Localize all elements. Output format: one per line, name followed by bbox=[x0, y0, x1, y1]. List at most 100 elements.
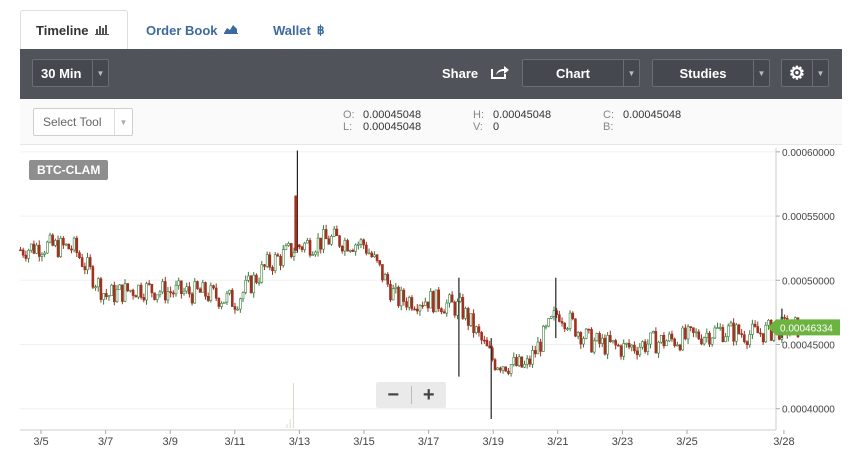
candle-body bbox=[571, 312, 575, 320]
candle-body bbox=[196, 281, 199, 290]
zoom-out-button[interactable]: − bbox=[387, 384, 400, 406]
candle-body bbox=[102, 293, 105, 300]
candle-body bbox=[306, 240, 309, 244]
candle-body bbox=[611, 340, 615, 343]
candle-body bbox=[748, 334, 752, 346]
candle-body bbox=[276, 254, 280, 257]
candle-body bbox=[705, 332, 709, 338]
tab-timeline-label: Timeline bbox=[36, 23, 89, 38]
candle-body bbox=[139, 284, 143, 298]
candle-body bbox=[46, 241, 49, 254]
tab-timeline[interactable]: Timeline bbox=[20, 10, 128, 50]
candle-body bbox=[590, 329, 593, 353]
chevron-down-icon: ▼ bbox=[753, 60, 769, 86]
candle-body bbox=[27, 249, 30, 259]
tab-wallet[interactable]: Wallet ฿ bbox=[273, 10, 324, 50]
ohlc-bar: Select Tool ▼ O: 0.00045048 L: 0.00045048 … bbox=[20, 99, 842, 145]
candle-body bbox=[174, 285, 178, 295]
zoom-in-button[interactable]: + bbox=[422, 384, 435, 406]
candle-body bbox=[386, 274, 390, 285]
x-tick-label: 3/9 bbox=[163, 436, 178, 448]
select-tool-label: Select Tool bbox=[43, 115, 102, 129]
candle-body bbox=[767, 319, 770, 326]
candle-body bbox=[761, 333, 765, 343]
candle-body bbox=[533, 350, 537, 355]
candle-body bbox=[576, 332, 580, 337]
share-button[interactable]: Share bbox=[424, 59, 516, 87]
candle-body bbox=[239, 298, 242, 310]
candle-body bbox=[641, 341, 644, 348]
candle-body bbox=[619, 345, 623, 357]
candle-body bbox=[142, 297, 146, 301]
candle-body bbox=[201, 282, 205, 293]
candle-body bbox=[88, 257, 92, 267]
candle-body bbox=[702, 337, 706, 345]
candle-body bbox=[399, 289, 403, 307]
candle-body bbox=[678, 344, 682, 351]
candle-body bbox=[745, 341, 749, 346]
chart-type-label: Chart bbox=[556, 65, 590, 81]
price-chart[interactable]: 0.00040000 0.00045000 0.00050000 0.00055000… bbox=[0, 145, 862, 470]
candle-body bbox=[541, 325, 545, 352]
open-value: 0.00045048 bbox=[363, 109, 422, 121]
candle-body bbox=[177, 280, 180, 286]
candle-body bbox=[21, 249, 25, 256]
candle-body bbox=[257, 281, 261, 284]
candle-body bbox=[75, 237, 79, 254]
candle-body bbox=[520, 356, 524, 368]
volume-bar bbox=[286, 424, 288, 428]
candle-body bbox=[697, 331, 701, 340]
candle-body bbox=[107, 295, 111, 298]
candle-body bbox=[402, 289, 406, 302]
candle-body bbox=[501, 366, 505, 371]
high-value: 0.00045048 bbox=[493, 109, 552, 121]
candle-body bbox=[303, 242, 306, 250]
chevron-down-icon: ▼ bbox=[114, 109, 132, 135]
candle-body bbox=[80, 257, 84, 267]
candle-body bbox=[574, 318, 577, 337]
candle-body bbox=[493, 359, 497, 370]
candle-body bbox=[209, 285, 213, 301]
candle-body bbox=[437, 289, 441, 309]
spike-candle bbox=[294, 195, 298, 251]
candle-body bbox=[356, 243, 360, 246]
candle-body bbox=[265, 254, 269, 267]
chart-toolbar: 30 Min ▼ Share Chart ▼ Studies ▼ ⚙ ▼ bbox=[20, 49, 842, 99]
candle-body bbox=[126, 283, 130, 291]
candle-body bbox=[635, 350, 639, 356]
candle-body bbox=[150, 283, 154, 294]
candle-body bbox=[260, 264, 264, 283]
candle-body bbox=[740, 333, 743, 336]
candle-body bbox=[603, 337, 607, 355]
price-chart-svg[interactable]: 0.00040000 0.00045000 0.00050000 0.00055000… bbox=[0, 145, 862, 470]
candle-body bbox=[249, 275, 253, 294]
zoom-divider bbox=[410, 386, 412, 404]
candle-body bbox=[373, 254, 376, 258]
candle-body bbox=[247, 275, 250, 281]
candle-body bbox=[29, 243, 33, 251]
candle-body bbox=[753, 323, 757, 327]
candle-body bbox=[244, 280, 248, 293]
candle-body bbox=[206, 295, 210, 301]
chart-type-dropdown[interactable]: Chart ▼ bbox=[522, 59, 640, 87]
candle-body bbox=[289, 243, 293, 257]
candle-body bbox=[225, 292, 229, 303]
candle-body bbox=[442, 311, 446, 314]
candle-body bbox=[24, 254, 28, 259]
tab-order-book[interactable]: Order Book bbox=[146, 10, 238, 50]
studies-dropdown[interactable]: Studies ▼ bbox=[652, 59, 770, 87]
tab-wallet-label: Wallet bbox=[273, 22, 311, 38]
candle-body bbox=[689, 326, 693, 329]
candle-body bbox=[166, 291, 170, 301]
candle-body bbox=[718, 327, 722, 329]
candle-body bbox=[335, 228, 339, 237]
candle-body bbox=[654, 331, 658, 354]
select-tool-dropdown[interactable]: Select Tool ▼ bbox=[33, 108, 133, 136]
interval-dropdown[interactable]: 30 Min ▼ bbox=[32, 59, 109, 87]
tab-bar: Timeline Order Book Wallet ฿ bbox=[20, 0, 842, 50]
settings-dropdown[interactable]: ⚙ ▼ bbox=[781, 59, 829, 87]
candle-body bbox=[268, 254, 272, 268]
candle-body bbox=[348, 249, 352, 252]
candle-body bbox=[241, 292, 245, 300]
candle-body bbox=[499, 367, 502, 371]
